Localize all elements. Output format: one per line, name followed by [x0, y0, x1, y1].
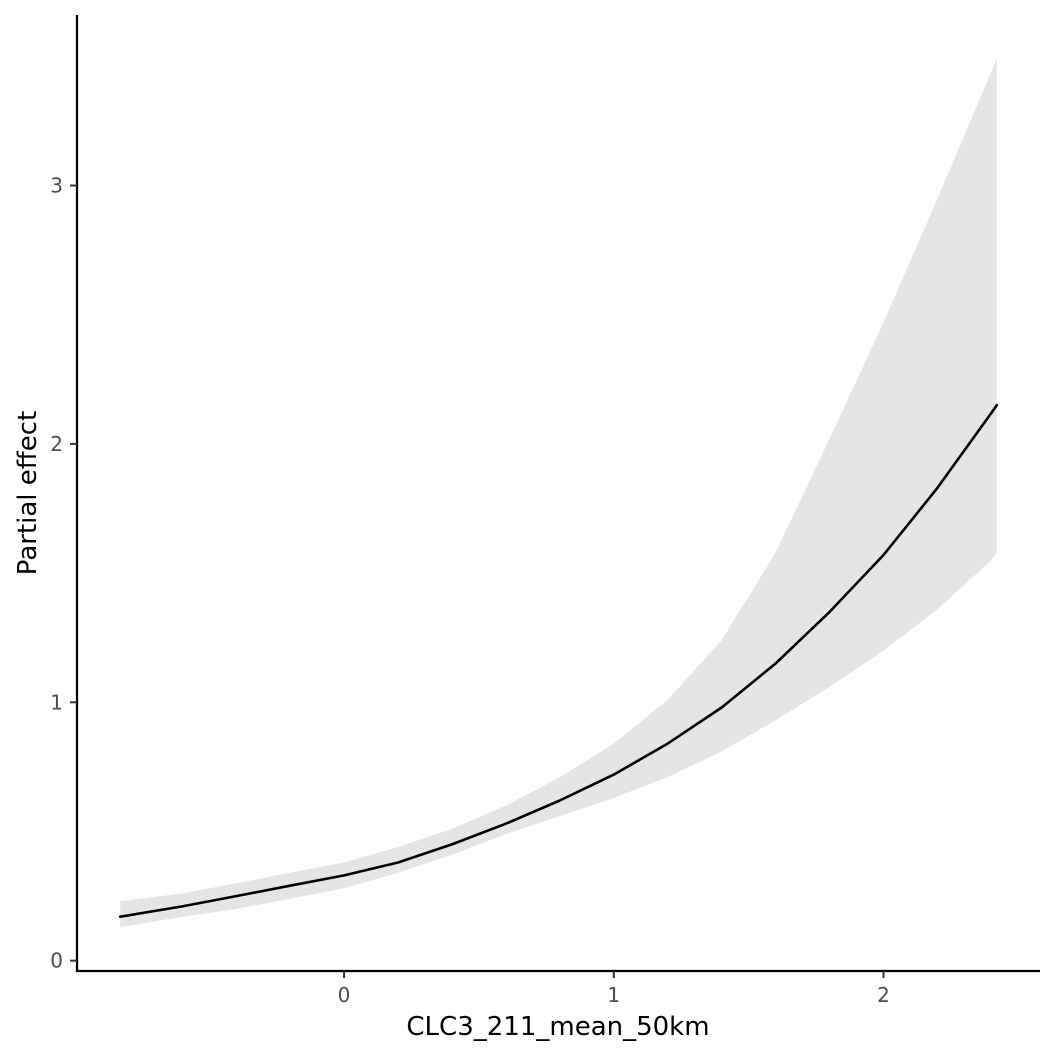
x-axis-ticks: 0 1 2: [338, 971, 890, 1007]
x-axis-title: CLC3_211_mean_50km: [406, 1012, 709, 1042]
x-tick-label: 0: [338, 983, 351, 1007]
confidence-band: [120, 58, 997, 928]
y-tick-label: 0: [50, 949, 63, 973]
y-tick-label: 1: [50, 690, 63, 714]
y-tick-label: 3: [50, 174, 63, 198]
fitted-curve: [118, 403, 999, 918]
y-axis-title: Partial effect: [13, 411, 43, 575]
x-tick-label: 2: [877, 983, 890, 1007]
y-tick-label: 2: [50, 432, 63, 456]
x-tick-label: 1: [607, 983, 620, 1007]
plot-area: [118, 58, 999, 928]
y-axis-ticks: 0 1 2 3: [50, 174, 77, 973]
